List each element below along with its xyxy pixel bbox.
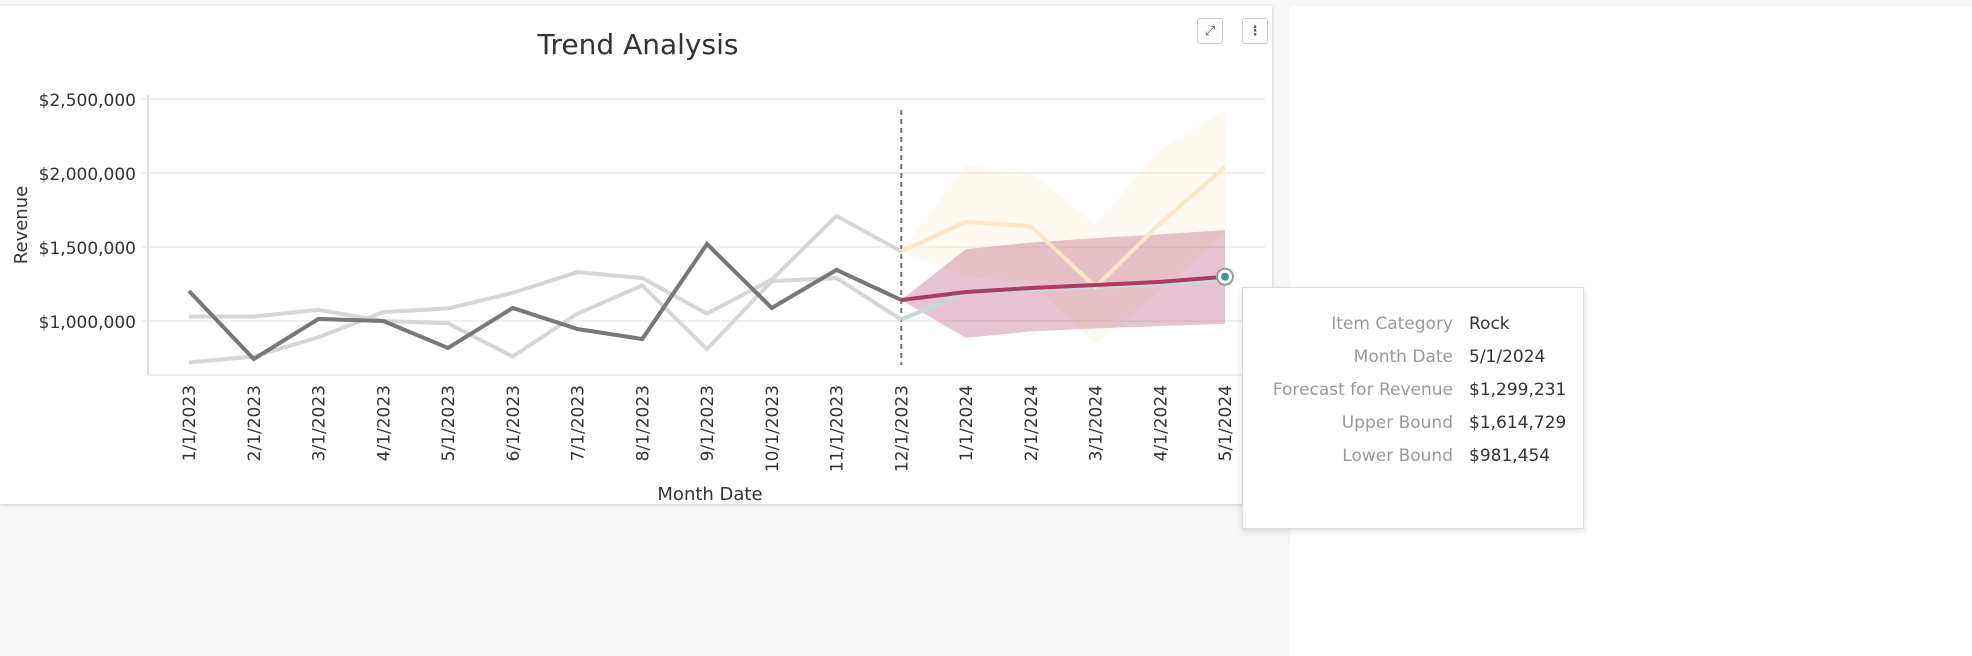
x-tick-label: 6/1/2023 xyxy=(504,385,524,461)
x-tick-label: 2/1/2023 xyxy=(245,385,265,461)
x-tick-label: 11/1/2023 xyxy=(828,385,848,472)
x-axis-label: Month Date xyxy=(657,484,762,505)
y-tick-label: $2,500,000 xyxy=(39,91,136,111)
tooltip-row: Forecast for Revenue $1,299,231 xyxy=(1243,380,1583,410)
chart-svg: $1,000,000 $1,500,000 $2,000,000 $2,500,000… xyxy=(11,91,1265,505)
tooltip-label: Forecast for Revenue xyxy=(1272,380,1453,400)
x-tick-label: 4/1/2023 xyxy=(374,385,394,461)
x-tick-label: 12/1/2023 xyxy=(892,385,912,472)
x-tick-label: 4/1/2024 xyxy=(1151,385,1171,461)
forecast-line xyxy=(900,165,1227,290)
x-tick-label: 8/1/2023 xyxy=(633,385,653,461)
series-line-rock xyxy=(187,240,903,362)
tooltip-value: Rock xyxy=(1469,314,1510,334)
y-tick-label: $2,000,000 xyxy=(39,165,136,185)
forecast-line-rock xyxy=(901,274,1226,302)
tooltip-label: Item Category xyxy=(1331,314,1453,334)
chart-title: Trend Analysis xyxy=(537,28,739,61)
tooltip-row: Item Category Rock xyxy=(1243,314,1583,344)
y-axis-label: Revenue xyxy=(11,186,32,264)
y-tick-label: $1,500,000 xyxy=(39,239,136,259)
vertical-dots-icon[interactable]: ⋮ xyxy=(1242,18,1268,44)
y-tick-label: $1,000,000 xyxy=(39,313,136,333)
tooltip-label: Month Date xyxy=(1353,347,1453,367)
tooltip-row: Upper Bound $1,614,729 xyxy=(1243,413,1583,443)
tooltip-label: Upper Bound xyxy=(1341,413,1453,433)
tooltip-label: Lower Bound xyxy=(1342,446,1453,466)
tooltip: Item Category Rock Month Date 5/1/2024 Forec… xyxy=(1242,287,1584,529)
series-line xyxy=(188,213,903,365)
x-tick-label: 2/1/2024 xyxy=(1022,385,1042,461)
x-tick-label: 1/1/2024 xyxy=(957,385,977,461)
hover-marker-dot xyxy=(1221,272,1229,281)
series-line xyxy=(189,276,903,359)
tooltip-value: $981,454 xyxy=(1469,446,1551,466)
x-tick-label: 10/1/2023 xyxy=(763,385,783,472)
x-tick-label: 5/1/2024 xyxy=(1216,385,1236,461)
tooltip-row: Lower Bound $981,454 xyxy=(1243,446,1583,476)
x-tick-label: 3/1/2023 xyxy=(310,385,330,461)
x-tick-label: 3/1/2024 xyxy=(1087,385,1107,461)
x-tick-label: 1/1/2023 xyxy=(180,385,200,461)
x-tick-label: 5/1/2023 xyxy=(439,385,459,461)
confidence-band xyxy=(901,230,1225,339)
tooltip-value: $1,299,231 xyxy=(1469,380,1567,400)
tooltip-value: $1,614,729 xyxy=(1469,413,1567,433)
x-tick-label: 7/1/2023 xyxy=(569,385,589,461)
tooltip-row: Month Date 5/1/2024 xyxy=(1243,347,1583,377)
expand-icon[interactable]: ⤢ xyxy=(1197,18,1223,44)
tooltip-value: 5/1/2024 xyxy=(1469,347,1546,367)
x-tick-label: 9/1/2023 xyxy=(698,385,718,461)
